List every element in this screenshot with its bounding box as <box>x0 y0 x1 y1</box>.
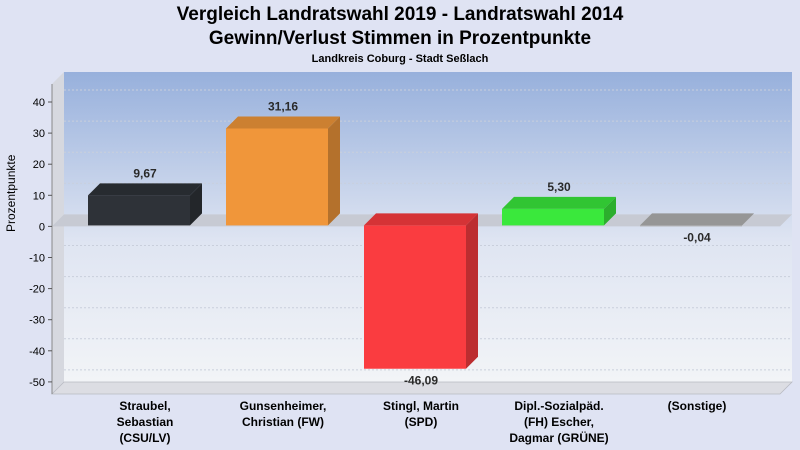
category-label: Stingl, Martin (SPD) <box>356 398 486 430</box>
y-axis-label: Prozentpunkte <box>4 154 18 232</box>
category-label-line: (SPD) <box>404 415 438 429</box>
chart-title: Vergleich Landratswahl 2019 - Landratswa… <box>176 4 624 25</box>
bar-value-label: 5,30 <box>547 180 571 194</box>
bar-value-label: 31,16 <box>268 99 298 113</box>
category-label: Gunsenheimer, Christian (FW) <box>218 398 348 430</box>
bar-top <box>88 183 202 196</box>
category-label-line: Stingl, Martin <box>383 399 459 413</box>
category-label-line: (Sonstige) <box>667 399 727 413</box>
y-tick-label: -40 <box>29 346 45 358</box>
category-label: Straubel, Sebastian (CSU/LV) <box>80 398 210 446</box>
category-label-line: Dipl.-Sozialpäd. <box>514 399 604 413</box>
bar-value-label: -0,04 <box>683 231 711 245</box>
plot-floor <box>51 381 793 395</box>
bar-side <box>190 183 202 226</box>
bar-top <box>226 116 340 129</box>
category-label: Dipl.-Sozialpäd. (FH) Escher, Dagmar (GRÜN… <box>494 398 624 446</box>
y-tick-label: 10 <box>33 190 45 202</box>
y-tick-label: 40 <box>33 97 45 109</box>
y-tick-label: -10 <box>29 253 45 265</box>
bar <box>502 208 604 226</box>
category-label-line: (CSU/LV) <box>119 431 171 445</box>
category-label-line: Gunsenheimer, <box>239 399 327 413</box>
y-tick-label: -50 <box>29 377 45 389</box>
y-tick-label: -20 <box>29 284 45 296</box>
bar-top <box>640 213 754 226</box>
category-label-line: Sebastian <box>116 415 174 429</box>
y-tick-label: 20 <box>33 159 45 171</box>
bar <box>88 195 190 226</box>
category-label-line: Straubel, <box>119 399 171 413</box>
category-label-line: Christian (FW) <box>242 415 324 429</box>
bar <box>226 128 328 226</box>
y-tick-label: -30 <box>29 315 45 327</box>
category-label-line: Dagmar (GRÜNE) <box>509 431 609 445</box>
bar <box>640 225 742 227</box>
y-tick-label: 30 <box>33 128 45 140</box>
bar-side <box>742 213 754 226</box>
bar-side <box>466 213 478 369</box>
bar-value-label: -46,09 <box>404 374 438 388</box>
y-tick-label: 0 <box>39 221 45 233</box>
bar-value-label: 9,67 <box>133 166 157 180</box>
bar-top <box>502 196 616 209</box>
category-label: (Sonstige) <box>632 398 762 414</box>
bar-side <box>604 196 616 226</box>
category-label-line: (FH) Escher, <box>523 415 595 429</box>
bar-side <box>328 116 340 226</box>
chart-subtitle: Gewinn/Verlust Stimmen in Prozentpunkte <box>208 28 592 49</box>
bar-top <box>364 213 478 226</box>
bar <box>364 225 466 369</box>
chart-region: Landkreis Coburg - Stadt Seßlach <box>311 53 489 65</box>
plot-side-wall <box>52 72 64 394</box>
